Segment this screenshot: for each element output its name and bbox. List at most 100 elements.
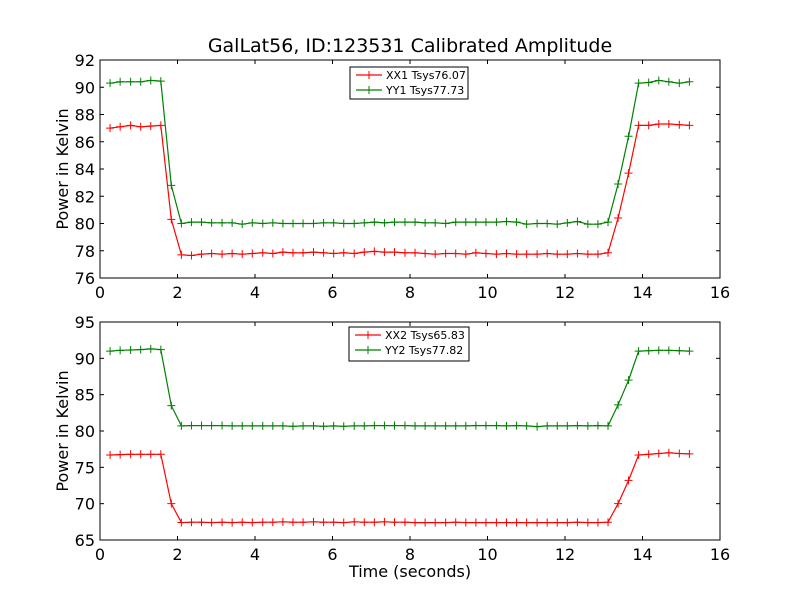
top-data-point [583, 250, 592, 259]
bottom-data-point [360, 421, 369, 430]
top-data-point [421, 218, 430, 227]
top-data-point [471, 248, 480, 257]
top-data-point [126, 121, 135, 130]
top-data-point [177, 219, 186, 228]
top-data-point [126, 77, 135, 86]
bottom-data-point [288, 422, 297, 431]
top-data-point [299, 219, 308, 228]
top-subplot: Power in Kelvin 0 2 4 6 8 10 12 14 16 76 78 80 82 84 8… [53, 51, 730, 302]
top-y-tick-label: 78 [75, 242, 95, 261]
top-x-tick-label: 10 [477, 283, 497, 302]
top-data-point [350, 249, 359, 258]
bottom-data-point [441, 421, 450, 430]
bottom-data-point [207, 421, 216, 430]
bottom-y-axis-label: Power in Kelvin [53, 370, 72, 491]
top-x-tick-label: 4 [250, 283, 260, 302]
bottom-data-point [167, 499, 176, 508]
bottom-data-point [583, 518, 592, 527]
top-data-point [492, 218, 501, 227]
top-x-tick-label: 0 [95, 283, 105, 302]
bottom-x-tick-label: 14 [632, 545, 652, 564]
top-data-point [390, 248, 399, 257]
bottom-y-tick-label: 70 [75, 495, 95, 514]
top-data-point [136, 77, 145, 86]
bottom-data-point [360, 518, 369, 527]
top-data-point [604, 218, 613, 227]
top-data-point [248, 218, 257, 227]
bottom-data-point [258, 518, 267, 527]
top-data-point [654, 76, 663, 85]
bottom-data-point [136, 450, 145, 459]
top-data-point [309, 248, 318, 257]
bottom-data-point [634, 347, 643, 356]
top-y-tick-label: 80 [75, 215, 95, 234]
top-data-point [207, 249, 216, 258]
top-y-tick-label: 90 [75, 78, 95, 97]
top-data-point [177, 250, 186, 259]
top-x-tick-label: 16 [710, 283, 730, 302]
top-y-tick-label: 84 [75, 160, 95, 179]
top-data-point [512, 218, 521, 227]
bottom-data-point [471, 518, 480, 527]
bottom-data-point [512, 518, 521, 527]
bottom-data-point [431, 421, 440, 430]
top-data-point [278, 248, 287, 257]
top-x-tick-label: 12 [555, 283, 575, 302]
bottom-data-point [380, 421, 389, 430]
top-data-point [543, 219, 552, 228]
bottom-data-point [563, 518, 572, 527]
top-data-point [268, 218, 277, 227]
bottom-data-point [461, 518, 470, 527]
bottom-data-point [604, 518, 613, 527]
top-data-point [258, 219, 267, 228]
top-data-point [116, 122, 125, 131]
bottom-data-point [136, 345, 145, 354]
top-legend-label: YY1 Tsys77.73 [385, 84, 464, 97]
top-data-point [553, 250, 562, 259]
bottom-data-point [197, 421, 206, 430]
top-data-point [512, 250, 521, 259]
bottom-y-tick-label: 85 [75, 386, 95, 405]
top-x-tick-label: 14 [632, 283, 652, 302]
top-data-point [339, 219, 348, 228]
bottom-data-point [502, 421, 511, 430]
bottom-data-point [248, 421, 257, 430]
top-data-point [644, 78, 653, 87]
top-data-point [543, 249, 552, 258]
top-data-point [167, 181, 176, 190]
bottom-data-point [156, 450, 165, 459]
bottom-data-point [339, 422, 348, 431]
top-data-point [299, 248, 308, 257]
bottom-x-tick-label: 12 [555, 545, 575, 564]
bottom-series-line-1 [110, 348, 690, 428]
figure-title: GalLat56, ID:123531 Calibrated Amplitude [208, 35, 612, 57]
top-data-point [471, 218, 480, 227]
top-data-point [156, 77, 165, 86]
top-data-point [319, 218, 328, 227]
top-data-point [319, 248, 328, 257]
x-axis-label: Time (seconds) [348, 562, 471, 581]
top-data-point [207, 218, 216, 227]
top-data-point [502, 249, 511, 258]
top-data-point [350, 219, 359, 228]
top-data-point [451, 218, 460, 227]
top-legend-label: XX1 Tsys76.07 [386, 69, 466, 82]
bottom-data-point [370, 518, 379, 527]
top-series-line-0 [110, 123, 690, 257]
top-data-point [197, 250, 206, 259]
bottom-data-point [441, 518, 450, 527]
top-data-point [604, 248, 613, 257]
bottom-data-point [309, 421, 318, 430]
bottom-data-point [248, 518, 257, 527]
bottom-data-point [116, 450, 125, 459]
bottom-data-point [461, 421, 470, 430]
bottom-legend-label: YY2 Tsys77.82 [384, 344, 463, 357]
bottom-data-point [187, 421, 196, 430]
top-data-point [441, 249, 450, 258]
bottom-data-point [177, 518, 186, 527]
bottom-x-tick-label: 0 [95, 545, 105, 564]
bottom-data-point [644, 346, 653, 355]
bottom-data-point [177, 421, 186, 430]
bottom-data-point [664, 346, 673, 355]
top-data-point [533, 250, 542, 259]
